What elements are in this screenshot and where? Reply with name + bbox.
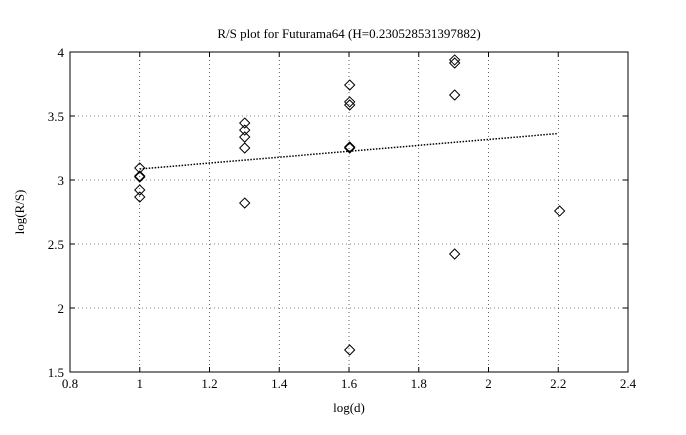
- point: [448, 89, 461, 101]
- x-tick-label: 1.6: [341, 376, 358, 391]
- point: [134, 191, 146, 203]
- x-tick-label: 2: [485, 376, 492, 391]
- x-tick-label: 2.4: [620, 376, 637, 391]
- y-tick-label: 2: [58, 301, 65, 316]
- fit-line: [139, 132, 559, 170]
- point: [343, 96, 356, 108]
- y-tick-label: 2.5: [48, 237, 64, 252]
- x-tick-label: 1: [137, 376, 144, 391]
- point: [134, 184, 146, 196]
- point: [553, 205, 566, 217]
- point: [448, 57, 461, 69]
- point: [343, 344, 356, 356]
- y-axis-label: log(R/S): [12, 190, 27, 235]
- point: [343, 99, 356, 111]
- point: [239, 124, 251, 136]
- point: [448, 54, 461, 66]
- point: [343, 79, 356, 91]
- plot-frame: [69, 51, 629, 373]
- point: [448, 248, 461, 260]
- point: [343, 142, 356, 154]
- x-tick-label: 1.2: [201, 376, 217, 391]
- point: [134, 162, 146, 174]
- point: [343, 141, 356, 153]
- x-tick-label: 0.8: [62, 376, 78, 391]
- point: [239, 142, 251, 154]
- x-tick-label: 1.4: [271, 376, 288, 391]
- x-axis-label: log(d): [333, 400, 365, 415]
- point: [134, 171, 146, 183]
- y-tick-label: 4: [58, 45, 65, 60]
- x-tick-label: 1.8: [411, 376, 427, 391]
- point: [134, 170, 146, 182]
- chart-title: R/S plot for Futurama64 (H=0.23052853139…: [217, 26, 480, 41]
- point: [239, 117, 251, 129]
- y-tick-label: 3.5: [48, 109, 64, 124]
- y-tick-label: 1.5: [48, 365, 64, 380]
- x-tick-label: 2.2: [550, 376, 566, 391]
- point: [239, 197, 251, 209]
- y-tick-label: 3: [58, 173, 65, 188]
- point: [239, 131, 251, 143]
